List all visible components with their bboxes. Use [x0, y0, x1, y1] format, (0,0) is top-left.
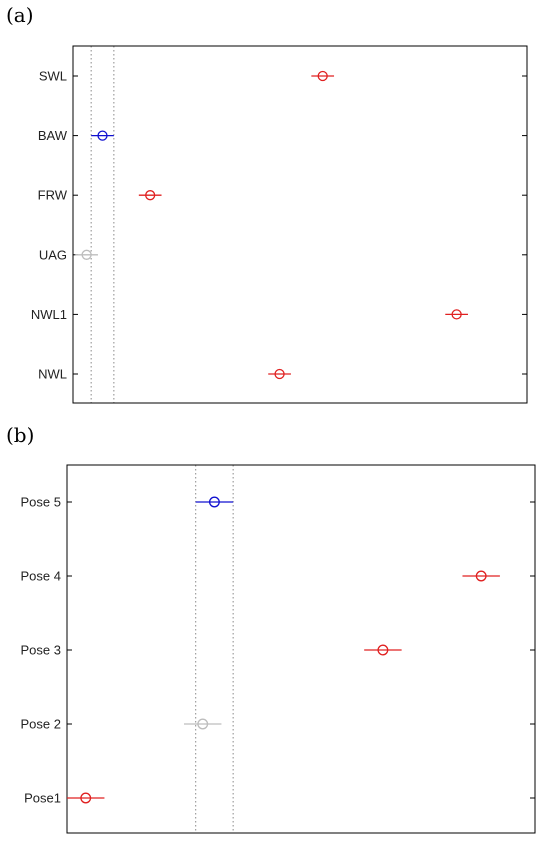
- plot-frame-a: [72, 45, 528, 404]
- panel-label-a: (a): [6, 3, 34, 27]
- y-tick-label-a-frw: FRW: [38, 188, 68, 203]
- y-tick-label-a-uag: UAG: [39, 247, 67, 262]
- marker-a-frw: [145, 190, 156, 201]
- y-tick-label-a-nwl1: NWL1: [31, 307, 67, 322]
- y-tick-label-a-baw: BAW: [38, 128, 68, 143]
- marker-a-nwl1: [451, 309, 462, 320]
- marker-a-swl: [317, 70, 328, 82]
- y-tick-label-a-nwl: NWL: [38, 367, 67, 382]
- marker-a-uag: [81, 249, 92, 260]
- marker-a-nwl: [274, 368, 285, 380]
- panel-label-b: (b): [6, 423, 35, 447]
- y-tick-label-a-swl: SWL: [39, 69, 67, 84]
- marker-a-baw: [97, 130, 108, 141]
